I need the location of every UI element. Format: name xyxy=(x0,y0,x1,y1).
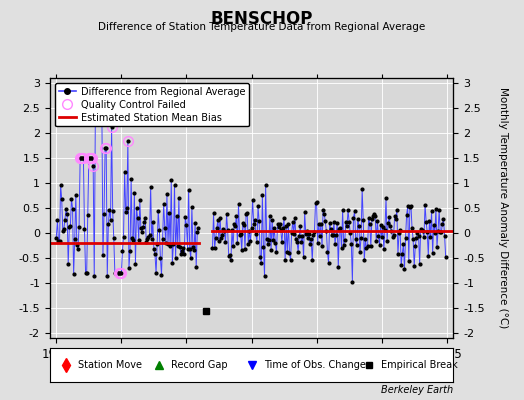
Text: BENSCHOP: BENSCHOP xyxy=(211,10,313,28)
Text: Difference of Station Temperature Data from Regional Average: Difference of Station Temperature Data f… xyxy=(99,22,425,32)
Text: Record Gap: Record Gap xyxy=(171,360,227,370)
Legend: Difference from Regional Average, Quality Control Failed, Estimated Station Mean: Difference from Regional Average, Qualit… xyxy=(54,83,249,126)
Text: Empirical Break: Empirical Break xyxy=(380,360,457,370)
Text: Station Move: Station Move xyxy=(78,360,142,370)
Text: Time of Obs. Change: Time of Obs. Change xyxy=(264,360,366,370)
Text: Berkeley Earth: Berkeley Earth xyxy=(381,385,453,395)
Y-axis label: Monthly Temperature Anomaly Difference (°C): Monthly Temperature Anomaly Difference (… xyxy=(498,87,508,329)
